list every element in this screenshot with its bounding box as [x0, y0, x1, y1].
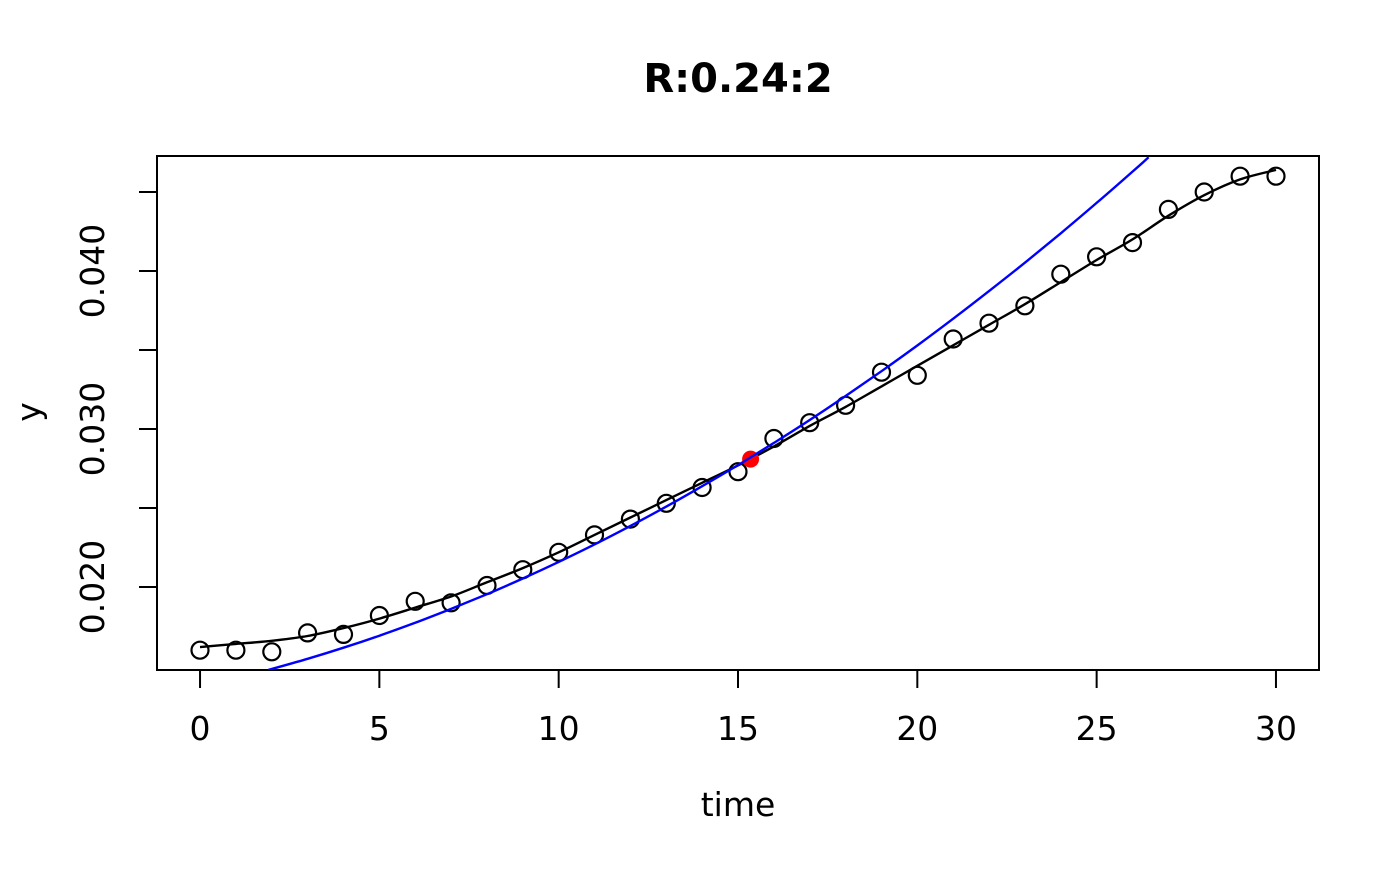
x-tick-label: 5: [369, 709, 390, 748]
data-point: [262, 642, 282, 662]
data-point: [1086, 247, 1107, 267]
x-tick-label: 20: [896, 709, 938, 748]
plot-area: 0 5 10 15 20 25 30 0.020 0.030 0.040: [73, 155, 1320, 748]
data-point: [333, 624, 354, 645]
data-point: [800, 413, 820, 433]
data-point: [943, 329, 963, 349]
data-point: [1122, 233, 1143, 253]
local-quadratic-curve: [267, 156, 1150, 670]
data-point: [405, 591, 425, 611]
x-tick-label: 30: [1255, 709, 1297, 748]
data-point: [190, 640, 210, 660]
data-point: [226, 640, 246, 660]
y-axis-label: y: [9, 402, 48, 422]
data-point: [1266, 166, 1286, 186]
data-point: [871, 362, 892, 382]
fitted-curve: [199, 168, 1277, 649]
y-tick-label: 0.040: [73, 224, 112, 318]
y-tick-label: 0.020: [73, 540, 112, 634]
data-point: [1051, 264, 1071, 284]
plot-box: [156, 155, 1320, 671]
y-tick-label: 0.030: [73, 382, 112, 476]
data-point: [1015, 296, 1035, 316]
x-tick-label: 10: [538, 709, 580, 748]
x-tick-label: 0: [190, 709, 211, 748]
data-point: [728, 462, 748, 482]
data-point: [620, 509, 641, 529]
data-point: [441, 593, 461, 613]
data-point: [979, 313, 999, 333]
x-tick-label: 25: [1076, 709, 1118, 748]
chart-title: R:0.24:2: [643, 56, 832, 102]
x-axis-label: time: [701, 785, 776, 824]
x-tick-label: 15: [717, 709, 759, 748]
data-point: [298, 623, 318, 643]
